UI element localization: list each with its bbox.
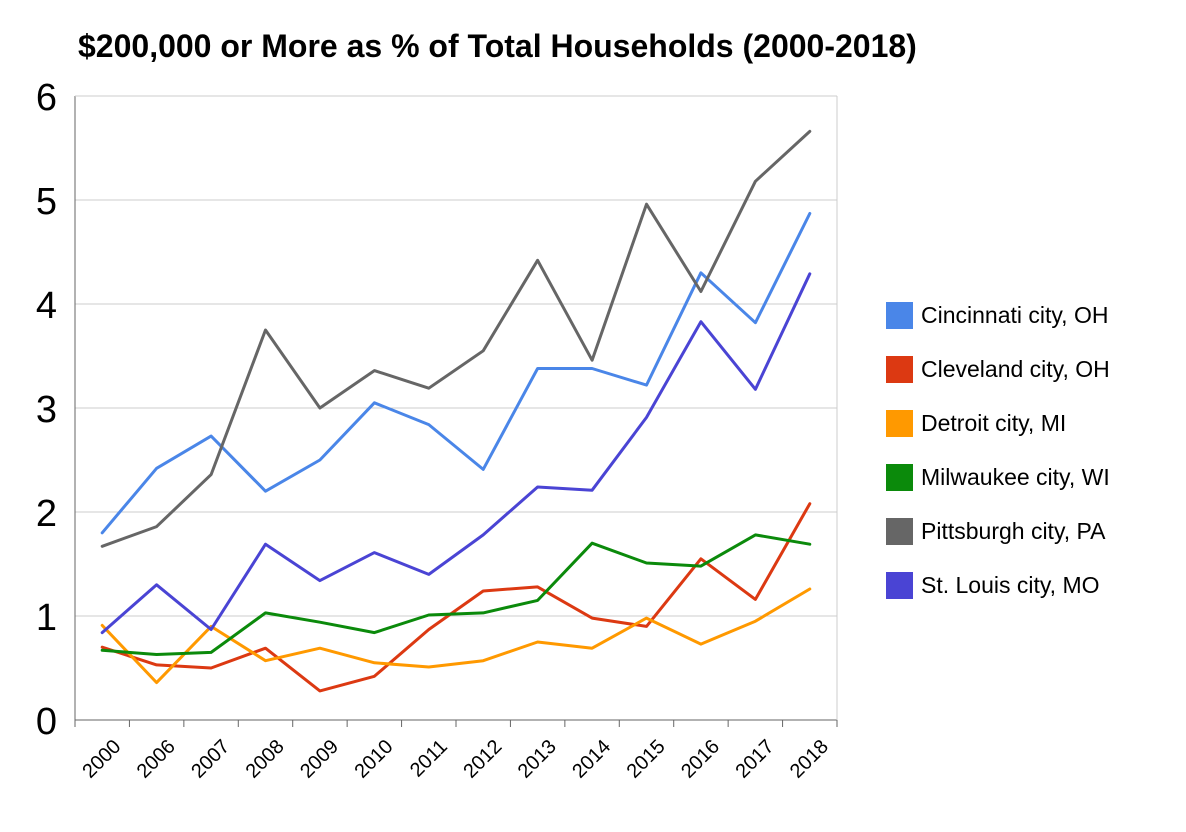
legend-swatch: [886, 463, 913, 491]
legend-label: Pittsburgh city, PA: [921, 517, 1106, 544]
x-tick-label: 2000: [78, 736, 125, 783]
series-line-milwaukee-city-wi: [100, 533, 812, 656]
y-tick-label: 3: [36, 389, 57, 431]
grid-lines: [75, 95, 837, 617]
legend-item: Detroit city, MI: [886, 396, 1110, 450]
legend-label: Detroit city, MI: [921, 409, 1067, 436]
x-tick-label: 2006: [133, 736, 180, 783]
y-tick-label: 1: [36, 597, 57, 639]
axes: [74, 95, 838, 727]
x-tick-label: 2009: [296, 736, 343, 783]
legend-swatch: [886, 355, 913, 383]
x-tick-label: 2007: [187, 736, 234, 783]
legend-label: Milwaukee city, WI: [921, 463, 1110, 490]
series-line-cleveland-city-oh: [100, 502, 812, 693]
y-tick-label: 4: [36, 285, 57, 327]
legend-swatch: [886, 571, 913, 599]
legend: Cincinnati city, OH Cleveland city, OH Det…: [886, 288, 1110, 612]
x-tick-label: 2008: [242, 736, 289, 783]
y-tick-label: 5: [36, 181, 57, 223]
legend-item: Cleveland city, OH: [886, 342, 1110, 396]
legend-item: St. Louis city, MO: [886, 558, 1110, 612]
chart-title: $200,000 or More as % of Total Household…: [78, 28, 917, 64]
x-tick-label: 2017: [731, 736, 778, 783]
series-lines: [100, 129, 812, 693]
series-line-detroit-city-mi: [100, 587, 812, 685]
y-tick-labels: 0 1 2 3 4 5 6: [36, 77, 57, 743]
legend-swatch: [886, 409, 913, 437]
series-line-pittsburgh-city-pa: [100, 129, 812, 548]
x-tick-label: 2011: [406, 736, 452, 782]
x-tick-label: 2012: [459, 736, 506, 783]
legend-swatch: [886, 301, 913, 329]
series-line-cincinnati-city-oh: [100, 212, 812, 535]
legend-item: Milwaukee city, WI: [886, 450, 1110, 504]
x-tick-label: 2013: [514, 736, 561, 783]
legend-swatch: [886, 517, 913, 545]
x-tick-label: 2015: [623, 736, 670, 783]
legend-item: Cincinnati city, OH: [886, 288, 1110, 342]
x-tick-label: 2014: [568, 736, 615, 783]
x-tick-labels: 2000 2006 2007 2008 2009 2010 2011 2012 2013 2014…: [78, 736, 833, 783]
legend-label: St. Louis city, MO: [921, 571, 1100, 598]
legend-label: Cincinnati city, OH: [921, 301, 1109, 328]
x-tick-label: 2016: [677, 736, 724, 783]
legend-item: Pittsburgh city, PA: [886, 504, 1110, 558]
y-tick-label: 2: [36, 493, 57, 535]
series-line-st-louis-city-mo: [100, 272, 812, 635]
x-tick-label: 2018: [786, 736, 833, 783]
y-tick-label: 0: [36, 701, 57, 743]
x-tick-label: 2010: [350, 736, 397, 783]
legend-label: Cleveland city, OH: [921, 355, 1110, 382]
y-tick-label: 6: [36, 77, 57, 119]
